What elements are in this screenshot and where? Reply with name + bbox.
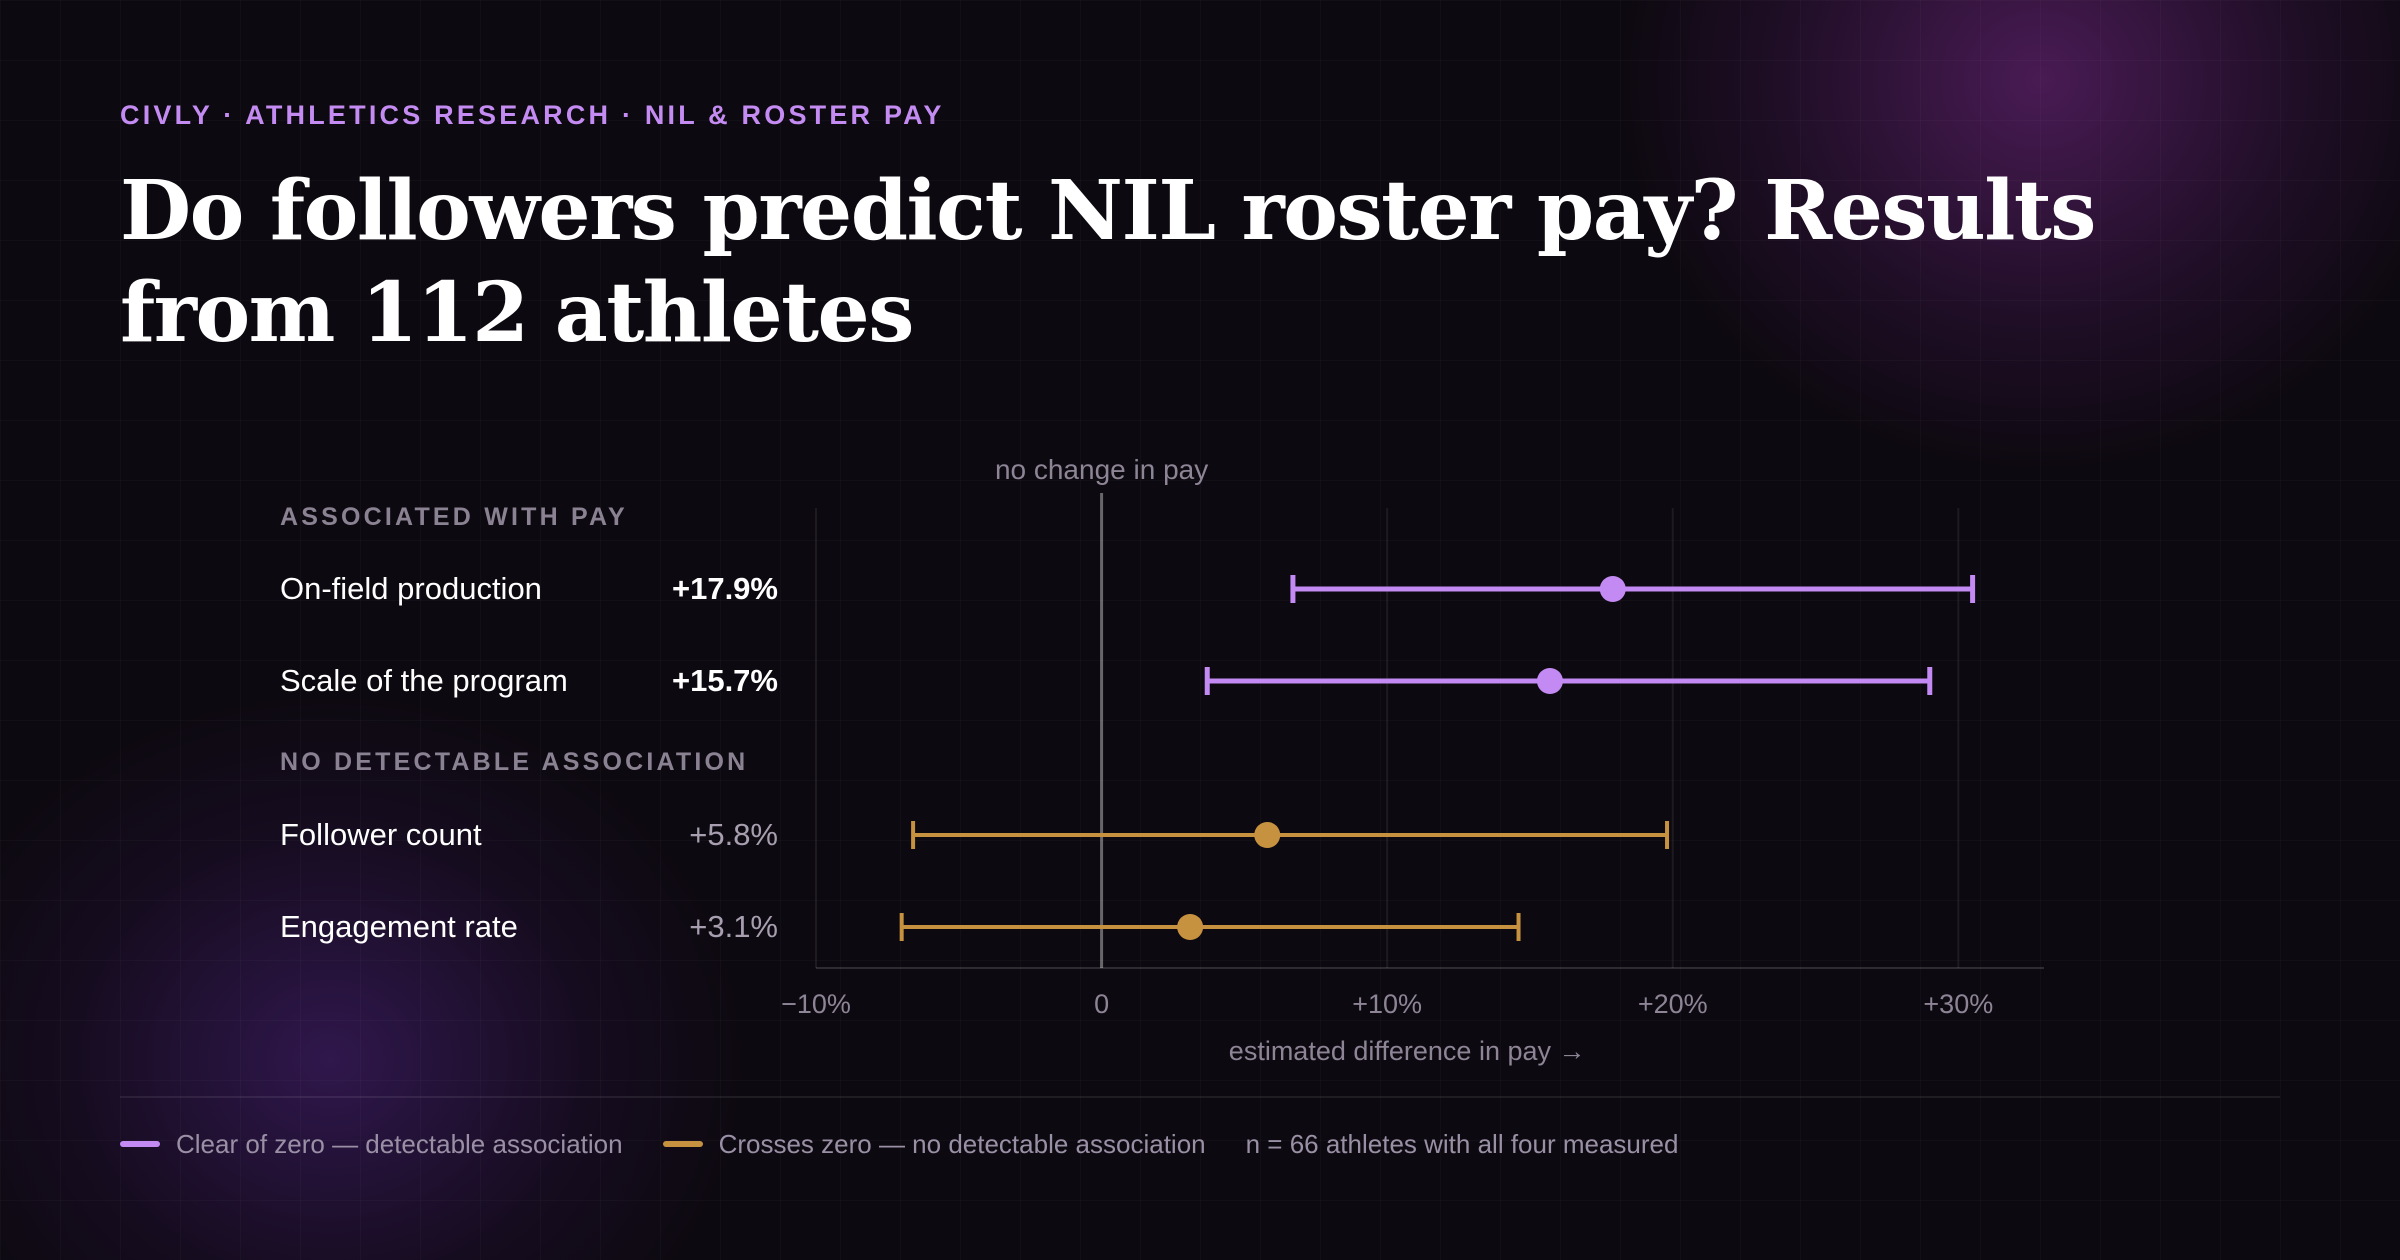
x-tick-label: −10% [781,989,851,1019]
legend-item-associated: Clear of zero — detectable association [120,1129,623,1160]
point-estimate [1254,822,1281,848]
legend-label-associated: Clear of zero — detectable association [176,1128,623,1159]
eyebrow-label: CIVLY · ATHLETICS RESEARCH · NIL & ROSTE… [120,100,945,130]
x-tick-label: 0 [1094,989,1109,1019]
row-label: On-field production [280,571,542,606]
row-value-label: +3.1% [689,909,778,944]
legend: Clear of zero — detectable association C… [120,1124,1718,1164]
row-value-label: +17.9% [672,571,778,606]
group-header: NO DETECTABLE ASSOCIATION [280,748,748,776]
sample-size-label: n = 66 athletes with all four measured [1245,1128,1679,1159]
x-axis-title: estimated difference in pay → [1229,1036,1586,1066]
x-tick-label: +20% [1638,989,1708,1019]
row-value-label: +15.7% [672,663,778,698]
point-estimate [1177,914,1204,940]
point-estimate [1536,668,1563,694]
legend-swatch-not-associated [662,1141,703,1147]
group-header: ASSOCIATED WITH PAY [280,503,628,531]
legend-divider [120,1096,2280,1098]
legend-label-not-associated: Crosses zero — no detectable association [718,1128,1206,1159]
x-tick-label: +30% [1923,989,1993,1019]
row-label: Scale of the program [280,663,568,698]
x-tick-label: +10% [1352,989,1422,1019]
legend-item-not-associated: Crosses zero — no detectable association [662,1128,1206,1160]
chart-title: Do followers predict NIL roster pay? Res… [120,163,2096,361]
point-estimate [1599,576,1626,602]
row-label: Follower count [280,817,482,852]
legend-swatch-associated [120,1141,160,1147]
reference-line-label: no change in pay [995,454,1208,485]
sample-size-note: n = 66 athletes with all four measured [1246,1129,1679,1160]
row-label: Engagement rate [280,909,518,944]
row-value-label: +5.8% [689,817,778,852]
